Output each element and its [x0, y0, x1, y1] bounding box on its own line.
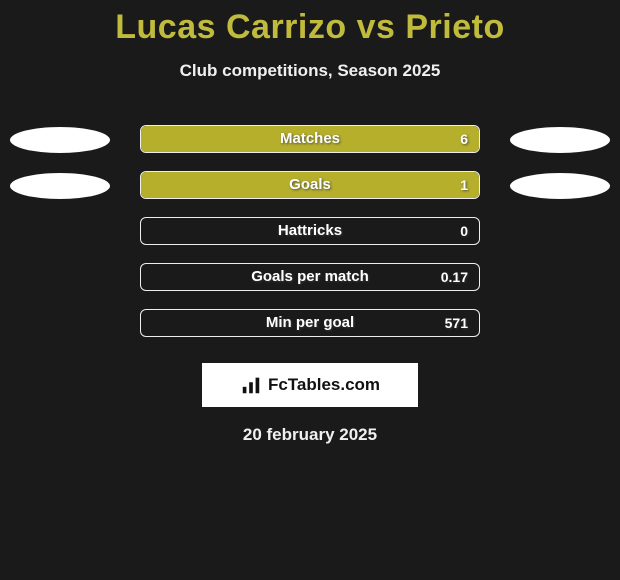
stat-row: Goals per match0.17 [0, 263, 620, 309]
stat-bar [140, 309, 480, 337]
player-ellipse-left [10, 127, 110, 153]
stat-bar [140, 171, 480, 199]
player-ellipse-right [510, 127, 610, 153]
stat-bar [140, 125, 480, 153]
player-ellipse-right [510, 173, 610, 199]
bar-chart-icon [240, 374, 262, 396]
footer-date: 20 february 2025 [0, 425, 620, 445]
stat-bar-fill [141, 126, 479, 152]
stat-row: Goals1 [0, 171, 620, 217]
attribution-box: FcTables.com [202, 363, 418, 407]
stat-bar-fill [141, 172, 479, 198]
title-player1: Lucas Carrizo [115, 8, 346, 46]
stat-bar [140, 263, 480, 291]
stat-row: Matches6 [0, 125, 620, 171]
title-vs: vs [357, 8, 396, 46]
page-title: Lucas Carrizo vs Prieto [0, 0, 620, 47]
stat-row: Min per goal571 [0, 309, 620, 355]
stat-row: Hattricks0 [0, 217, 620, 263]
player-ellipse-left [10, 173, 110, 199]
title-player2: Prieto [405, 8, 504, 46]
stat-bar [140, 217, 480, 245]
subtitle: Club competitions, Season 2025 [0, 61, 620, 81]
stat-rows: Matches6Goals1Hattricks0Goals per match0… [0, 125, 620, 355]
attribution-text: FcTables.com [268, 375, 380, 395]
